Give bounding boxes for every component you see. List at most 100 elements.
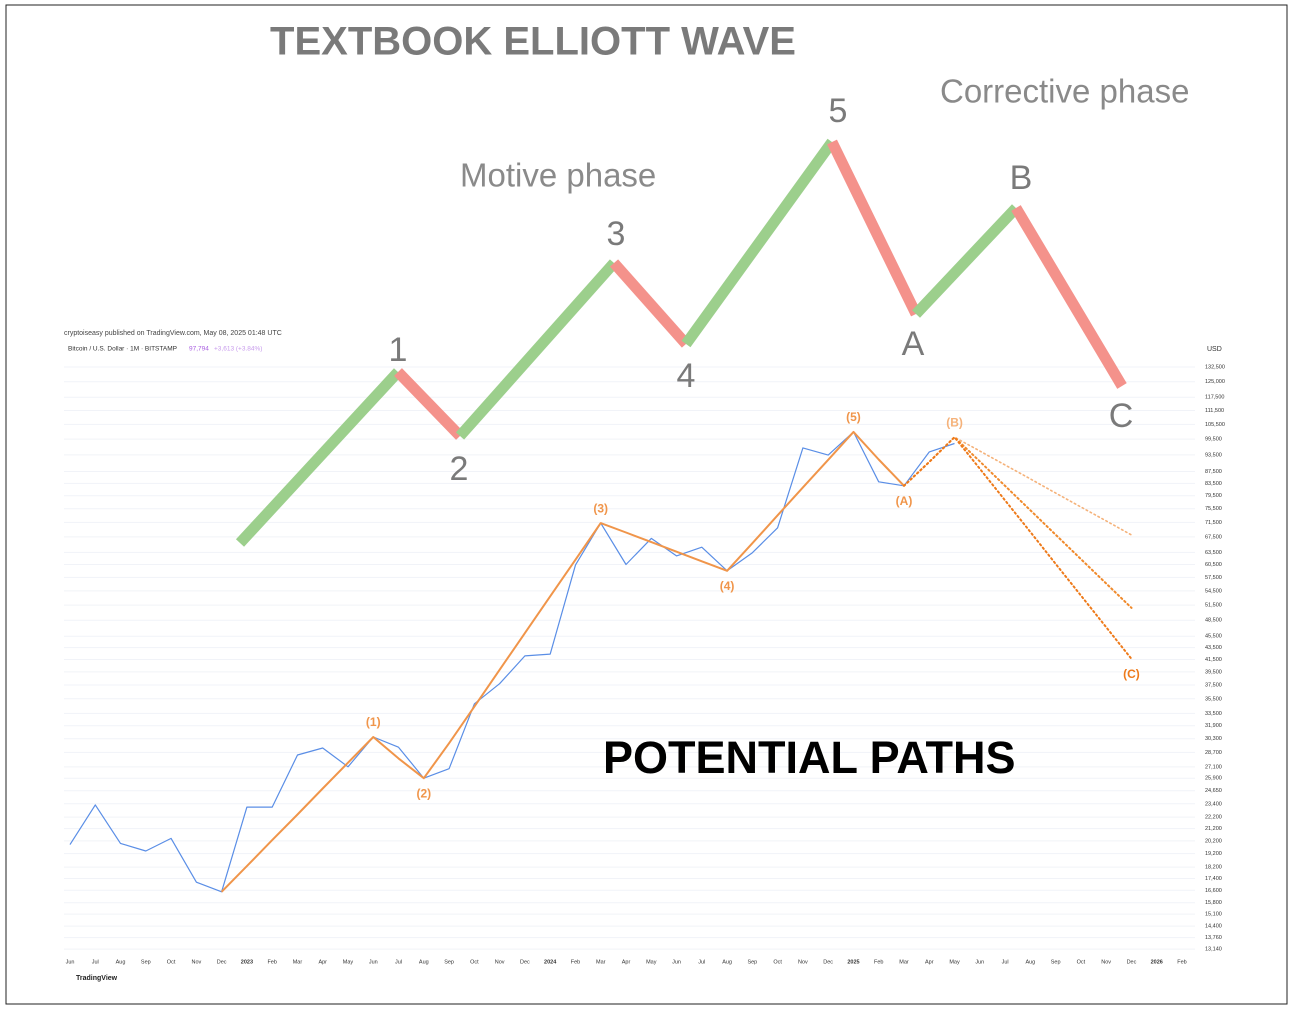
- y-tick-label: 60,500: [1205, 562, 1222, 568]
- y-tick-label: 33,500: [1205, 711, 1222, 717]
- x-tick-label: Oct: [167, 959, 176, 965]
- wave-point-label: B: [1010, 159, 1033, 197]
- y-tick-label: 105,500: [1205, 422, 1225, 428]
- x-tick-label: Jun: [369, 959, 378, 965]
- last-price: 97,794: [189, 346, 209, 353]
- x-tick-label: Feb: [267, 959, 276, 965]
- diagram-title: TEXTBOOK ELLIOTT WAVE: [270, 20, 796, 64]
- x-tick-label: Dec: [520, 959, 530, 965]
- x-tick-label: Apr: [318, 959, 327, 965]
- x-tick-label: Mar: [293, 959, 303, 965]
- x-tick-label: Apr: [622, 959, 631, 965]
- x-tick-label: 2023: [241, 959, 253, 965]
- y-tick-label: 54,500: [1205, 588, 1222, 594]
- x-tick-label: Nov: [1101, 959, 1111, 965]
- y-tick-label: 43,500: [1205, 645, 1222, 651]
- x-tick-label: Mar: [596, 959, 606, 965]
- y-tick-label: 63,500: [1205, 550, 1222, 556]
- x-tick-label: Nov: [495, 959, 505, 965]
- y-tick-label: 71,500: [1205, 520, 1222, 526]
- x-tick-label: Feb: [571, 959, 580, 965]
- y-tick-label: 28,700: [1205, 750, 1222, 756]
- x-tick-label: 2025: [847, 959, 859, 965]
- x-tick-label: 2026: [1151, 959, 1163, 965]
- publisher-note: cryptoiseasy published on TradingView.co…: [64, 330, 282, 337]
- phase-label: Motive phase: [460, 157, 656, 194]
- x-tick-label: Aug: [116, 959, 126, 965]
- y-tick-label: 93,500: [1205, 452, 1222, 458]
- x-tick-label: Jul: [698, 959, 705, 965]
- wave-count-label: (2): [416, 786, 431, 800]
- y-tick-label: 45,500: [1205, 634, 1222, 640]
- y-tick-label: 125,000: [1205, 379, 1225, 385]
- y-tick-label: 20,200: [1205, 838, 1222, 844]
- x-tick-label: Sep: [1051, 959, 1061, 965]
- wave-point-label: A: [902, 325, 925, 363]
- x-tick-label: Jun: [672, 959, 681, 965]
- x-tick-label: Jun: [975, 959, 984, 965]
- x-tick-label: Jul: [1002, 959, 1009, 965]
- x-tick-label: Dec: [1127, 959, 1137, 965]
- branding: TradingView: [76, 975, 118, 982]
- x-tick-label: Sep: [444, 959, 454, 965]
- y-tick-label: 18,200: [1205, 865, 1222, 871]
- y-tick-label: 35,500: [1205, 696, 1222, 702]
- y-tick-label: 83,500: [1205, 481, 1222, 487]
- y-tick-label: 57,500: [1205, 575, 1222, 581]
- annotation: POTENTIAL PATHS: [603, 732, 1016, 783]
- y-tick-label: 13,140: [1205, 947, 1222, 953]
- y-tick-label: 13,760: [1205, 935, 1222, 941]
- x-tick-label: Dec: [217, 959, 227, 965]
- x-tick-label: Mar: [899, 959, 909, 965]
- wave-count-label: (5): [846, 410, 861, 424]
- symbol-title: Bitcoin / U.S. Dollar · 1M · BITSTAMP: [68, 346, 177, 353]
- wave-point-label: 5: [829, 92, 848, 130]
- frame: [5, 4, 1288, 1005]
- x-tick-label: Nov: [798, 959, 808, 965]
- y-tick-label: 41,500: [1205, 657, 1222, 663]
- wave-count-label: (4): [720, 579, 735, 593]
- x-tick-label: Jul: [395, 959, 402, 965]
- wave-point-label: 2: [450, 450, 469, 488]
- y-tick-label: 67,500: [1205, 534, 1222, 540]
- y-axis-label: USD: [1207, 346, 1222, 353]
- y-tick-label: 79,500: [1205, 493, 1222, 499]
- x-tick-label: Oct: [773, 959, 782, 965]
- wave-segment: [394, 368, 464, 440]
- x-tick-label: Nov: [191, 959, 201, 965]
- y-tick-label: 21,200: [1205, 826, 1222, 832]
- x-tick-label: May: [343, 959, 354, 965]
- price-change: +3,613 (+3.84%): [214, 346, 262, 353]
- wave-count-label: (B): [946, 415, 963, 429]
- y-tick-label: 51,500: [1205, 603, 1222, 609]
- y-tick-label: 17,400: [1205, 876, 1222, 882]
- x-tick-label: Dec: [823, 959, 833, 965]
- y-tick-label: 24,650: [1205, 788, 1222, 794]
- y-tick-label: 30,300: [1205, 736, 1222, 742]
- y-tick-label: 31,900: [1205, 723, 1222, 729]
- y-tick-label: 27,100: [1205, 764, 1222, 770]
- wave-segment: [455, 259, 619, 440]
- x-tick-label: Sep: [747, 959, 757, 965]
- y-tick-label: 99,500: [1205, 437, 1222, 443]
- wave-point-label: C: [1109, 397, 1134, 435]
- wave-count-label: (C): [1123, 667, 1140, 681]
- x-tick-label: Aug: [419, 959, 429, 965]
- y-tick-label: 111,500: [1205, 408, 1224, 414]
- y-tick-label: 39,500: [1205, 669, 1222, 675]
- series-line: [903, 436, 1133, 609]
- y-tick-label: 19,200: [1205, 851, 1222, 857]
- x-tick-label: Oct: [470, 959, 479, 965]
- wave-count-label: (A): [896, 494, 913, 508]
- x-tick-label: Jun: [66, 959, 75, 965]
- wave-segment: [911, 204, 1021, 318]
- wave-point-label: 3: [607, 215, 626, 253]
- x-tick-label: Oct: [1077, 959, 1086, 965]
- series-line: [220, 430, 905, 893]
- wave-point-label: 4: [677, 357, 696, 395]
- x-tick-label: May: [646, 959, 657, 965]
- wave-count-label: (1): [366, 715, 381, 729]
- wave-point-label: 1: [389, 331, 408, 369]
- y-tick-label: 48,500: [1205, 618, 1222, 624]
